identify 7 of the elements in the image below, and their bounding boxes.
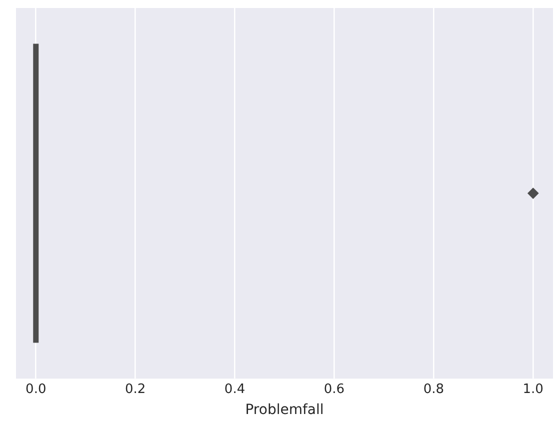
x-axis-title: Problemfall bbox=[245, 402, 324, 418]
x-tick-label: 0.2 bbox=[124, 382, 146, 397]
x-tick-label: 1.0 bbox=[522, 382, 544, 397]
x-tick-label: 0.4 bbox=[224, 382, 246, 397]
x-tick-label: 0.8 bbox=[423, 382, 444, 397]
x-tick-label: 0.6 bbox=[324, 382, 345, 397]
x-tick-label: 0.0 bbox=[26, 382, 46, 397]
